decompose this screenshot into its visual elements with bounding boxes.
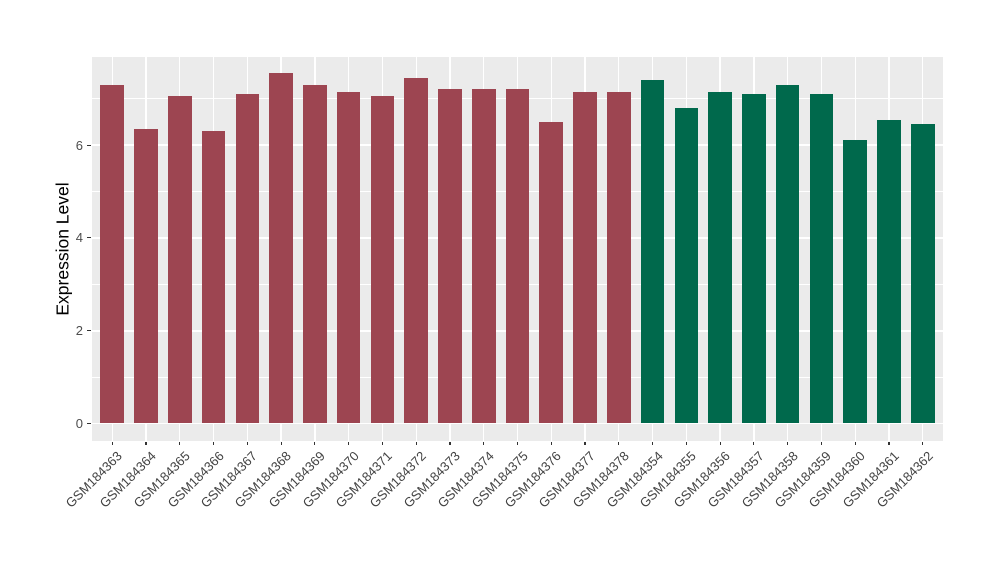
major-gridline <box>92 422 943 425</box>
x-tick-mark <box>922 442 924 445</box>
y-tick-label: 6 <box>75 137 83 153</box>
bar <box>910 124 935 424</box>
x-tick-mark <box>719 442 721 445</box>
x-tick-mark <box>111 442 113 445</box>
bar <box>471 89 496 424</box>
x-tick-mark <box>787 442 789 445</box>
bar <box>674 108 699 424</box>
x-tick-mark <box>820 442 823 445</box>
bar <box>877 119 901 424</box>
bar <box>235 94 260 424</box>
y-axis-title: Expression Level <box>52 182 73 316</box>
y-tick-mark <box>87 237 91 239</box>
bar <box>269 73 293 424</box>
x-tick-mark <box>145 442 147 445</box>
x-tick-mark <box>618 442 620 445</box>
x-tick-mark <box>483 442 485 445</box>
x-tick-mark <box>651 442 654 445</box>
x-tick-mark <box>212 442 215 445</box>
y-tick-mark <box>87 330 91 332</box>
y-tick-label: 0 <box>75 415 83 431</box>
x-tick-mark <box>314 442 316 445</box>
bar <box>438 89 462 424</box>
bar <box>303 84 327 424</box>
plot-panel <box>92 57 943 441</box>
bar <box>100 84 125 424</box>
x-tick-mark <box>753 442 755 445</box>
bar <box>370 96 395 424</box>
x-tick-mark <box>550 442 552 445</box>
x-tick-mark <box>449 442 451 445</box>
bar <box>708 91 732 424</box>
bar <box>573 91 597 424</box>
x-tick-mark <box>280 442 282 445</box>
bar <box>167 96 192 424</box>
bar <box>809 94 834 424</box>
y-tick-mark <box>87 422 91 424</box>
bar <box>404 77 428 424</box>
bar <box>505 89 530 424</box>
x-tick-mark <box>888 442 890 445</box>
y-tick-label: 2 <box>75 323 83 339</box>
x-tick-mark <box>584 442 586 445</box>
x-tick-mark <box>854 442 856 445</box>
x-tick-mark <box>685 442 687 445</box>
y-tick-mark <box>87 144 91 146</box>
x-tick-mark <box>179 442 181 445</box>
x-tick-mark <box>415 442 417 445</box>
bar <box>843 140 867 424</box>
bar <box>606 91 631 424</box>
y-tick-label: 4 <box>75 230 83 246</box>
bar <box>336 91 361 424</box>
x-tick-mark <box>516 442 519 445</box>
bar <box>134 128 158 424</box>
bar <box>640 80 665 424</box>
x-tick-mark <box>348 442 350 445</box>
bar <box>201 131 226 424</box>
x-tick-mark <box>246 442 248 445</box>
x-tick-mark <box>381 442 383 445</box>
bar <box>742 94 766 424</box>
bar <box>539 121 564 424</box>
bar <box>775 84 800 424</box>
